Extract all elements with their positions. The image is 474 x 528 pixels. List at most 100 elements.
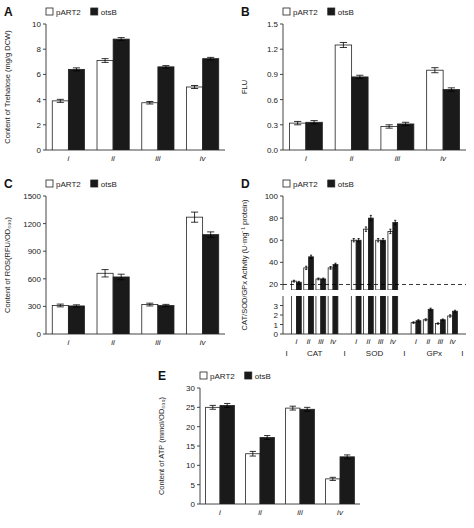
error-cap bbox=[207, 57, 214, 58]
bar bbox=[393, 223, 398, 290]
error-cap bbox=[162, 68, 169, 69]
error-cap bbox=[293, 282, 295, 283]
bar bbox=[364, 296, 369, 334]
bar bbox=[158, 67, 174, 150]
y-tick bbox=[43, 223, 46, 224]
error-bar bbox=[118, 274, 125, 280]
error-cap bbox=[442, 320, 444, 321]
legend-swatch bbox=[46, 180, 53, 187]
error-line bbox=[311, 255, 312, 258]
error-cap bbox=[191, 212, 198, 213]
y-tick bbox=[280, 284, 283, 285]
y-tick bbox=[280, 305, 283, 306]
error-line bbox=[450, 315, 451, 317]
y-tick-label: 30 bbox=[186, 384, 195, 393]
bar bbox=[246, 454, 260, 504]
error-line bbox=[425, 319, 426, 321]
error-bar bbox=[304, 407, 310, 411]
error-cap bbox=[431, 67, 438, 68]
error-cap bbox=[224, 407, 230, 408]
error-cap bbox=[57, 304, 64, 305]
legend-swatch bbox=[91, 180, 98, 187]
error-line bbox=[451, 88, 452, 91]
error-cap bbox=[377, 241, 379, 242]
error-line bbox=[390, 229, 391, 233]
error-cap bbox=[305, 269, 307, 270]
bar bbox=[368, 218, 373, 290]
y-axis-line bbox=[283, 196, 284, 290]
y-tick-label: 1.5 bbox=[267, 20, 279, 29]
error-line bbox=[76, 68, 77, 71]
y-axis-line bbox=[46, 24, 47, 150]
error-line bbox=[121, 274, 122, 280]
error-cap bbox=[210, 405, 216, 406]
bar bbox=[381, 296, 386, 334]
bar bbox=[292, 281, 297, 290]
y-tick-label: 0.3 bbox=[267, 121, 279, 130]
error-cap bbox=[365, 226, 367, 227]
bar bbox=[335, 45, 351, 150]
error-bar bbox=[358, 239, 360, 242]
x-tick-label: iii bbox=[318, 337, 324, 346]
error-bar bbox=[394, 220, 396, 224]
x-tick-label: i bbox=[296, 337, 298, 346]
y-tick-label: 0 bbox=[191, 500, 196, 509]
x-tick-label: i bbox=[305, 154, 307, 163]
error-line bbox=[323, 278, 324, 280]
y-tick bbox=[280, 262, 283, 263]
error-cap bbox=[162, 65, 169, 66]
panel-title: B bbox=[241, 5, 250, 19]
y-tick-label: 6 bbox=[37, 70, 42, 79]
error-line bbox=[306, 266, 307, 269]
legend-swatch bbox=[328, 8, 335, 15]
error-bar bbox=[330, 477, 336, 480]
error-cap bbox=[146, 101, 153, 102]
y-tick bbox=[43, 150, 46, 151]
error-cap bbox=[330, 480, 336, 481]
y-tick bbox=[280, 240, 283, 241]
y-tick bbox=[280, 150, 283, 151]
error-cap bbox=[389, 233, 391, 234]
error-bar bbox=[293, 280, 295, 282]
error-cap bbox=[412, 323, 414, 324]
error-bar bbox=[353, 239, 355, 242]
legend-swatch bbox=[328, 180, 335, 187]
y-tick bbox=[197, 504, 200, 505]
legend-label: pART2 bbox=[56, 8, 81, 17]
x-tick-label: i bbox=[219, 508, 221, 517]
y-tick-label: 40 bbox=[269, 258, 278, 267]
error-line bbox=[293, 280, 294, 282]
error-cap bbox=[389, 229, 391, 230]
bar bbox=[376, 296, 381, 334]
error-line bbox=[318, 278, 319, 280]
error-cap bbox=[448, 87, 455, 88]
bar bbox=[187, 217, 203, 334]
error-bar bbox=[73, 68, 80, 71]
error-cap bbox=[437, 324, 439, 325]
error-cap bbox=[102, 58, 109, 59]
y-tick-label: 10 bbox=[186, 461, 195, 470]
error-line bbox=[210, 232, 211, 238]
error-cap bbox=[430, 308, 432, 309]
error-bar bbox=[146, 303, 153, 306]
error-line bbox=[149, 303, 150, 306]
x-tick-label: iv bbox=[450, 337, 457, 346]
error-line bbox=[330, 267, 331, 270]
legend-item: pART2 bbox=[46, 8, 81, 17]
bar bbox=[206, 407, 220, 504]
error-cap bbox=[310, 120, 317, 121]
bar bbox=[289, 123, 305, 150]
error-cap bbox=[353, 241, 355, 242]
error-bar bbox=[290, 406, 296, 410]
legend-swatch bbox=[91, 8, 98, 15]
bar bbox=[203, 235, 219, 334]
bar bbox=[388, 296, 393, 334]
error-cap bbox=[353, 238, 355, 239]
x-tick-label: i bbox=[67, 338, 69, 347]
y-tick bbox=[43, 334, 46, 335]
error-cap bbox=[425, 318, 427, 319]
error-bar bbox=[442, 319, 444, 321]
error-cap bbox=[317, 279, 319, 280]
error-cap bbox=[118, 279, 125, 280]
error-cap bbox=[425, 320, 427, 321]
